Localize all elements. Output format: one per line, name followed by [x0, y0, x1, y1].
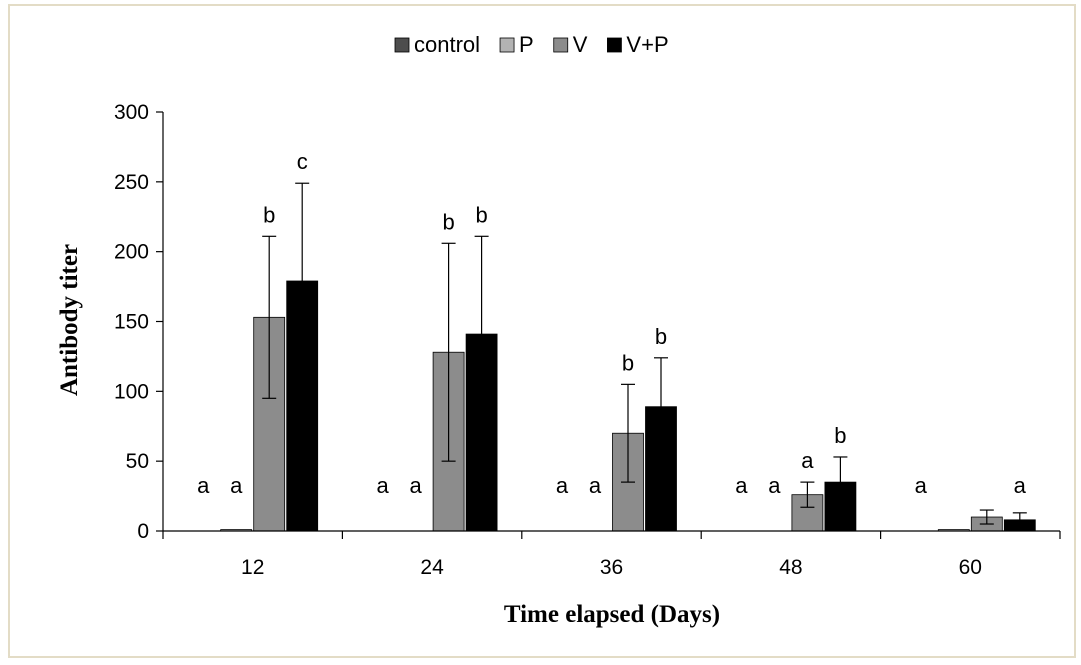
legend-swatch: [394, 37, 410, 53]
significance-letter: b: [475, 202, 487, 227]
legend-label: P: [519, 32, 534, 57]
y-tick-label: 0: [137, 520, 149, 543]
x-tick-label: 48: [779, 556, 802, 579]
error-bars-layer: [262, 182, 1027, 528]
significance-letter: a: [409, 473, 422, 498]
x-tick-label: 36: [600, 556, 623, 579]
legend-item-P: P: [499, 32, 534, 57]
x-tick-label: 12: [241, 556, 264, 579]
significance-letter: a: [1014, 473, 1027, 498]
significance-letter: a: [801, 448, 814, 473]
legend-swatch: [499, 37, 515, 53]
significance-letter: c: [297, 149, 308, 174]
significance-letter: b: [442, 209, 454, 234]
y-axis: 0 50 100 150 200 250 300: [114, 101, 164, 543]
y-tick-label: 150: [114, 311, 149, 334]
legend-swatch: [553, 37, 569, 53]
legend-item-V: V: [553, 32, 588, 57]
significance-letter: b: [655, 324, 667, 349]
significance-letter: a: [915, 473, 928, 498]
y-axis-title: Antibody titer: [56, 244, 83, 396]
significance-letter: a: [376, 473, 389, 498]
legend: control P V V+P: [394, 32, 669, 57]
legend-label: control: [414, 32, 480, 57]
x-tick-label: 24: [420, 556, 444, 579]
legend-swatch: [607, 37, 622, 53]
chart-frame: [8, 4, 1076, 658]
legend-label: V+P: [626, 32, 668, 57]
significance-letter: b: [263, 202, 275, 227]
significance-letter: a: [197, 473, 210, 498]
significance-letter: a: [735, 473, 748, 498]
x-axis: 12 24 36 48 60: [162, 530, 1061, 579]
y-tick-label: 250: [114, 171, 149, 194]
legend-item-control: control: [394, 32, 480, 57]
y-tick-label: 50: [126, 450, 149, 473]
significance-letter: b: [622, 350, 634, 375]
legend-item-VP: V+P: [607, 32, 669, 57]
significance-letter: a: [768, 473, 781, 498]
x-tick-label: 60: [959, 556, 982, 579]
significance-letter: a: [230, 473, 243, 498]
significance-letter: b: [834, 423, 846, 448]
significance-letter: a: [589, 473, 602, 498]
y-tick-label: 300: [114, 101, 149, 124]
legend-label: V: [573, 32, 588, 57]
y-tick-label: 200: [114, 241, 149, 264]
x-axis-title: Time elapsed (Days): [504, 601, 720, 628]
y-tick-label: 100: [114, 380, 149, 403]
significance-letter: a: [556, 473, 569, 498]
